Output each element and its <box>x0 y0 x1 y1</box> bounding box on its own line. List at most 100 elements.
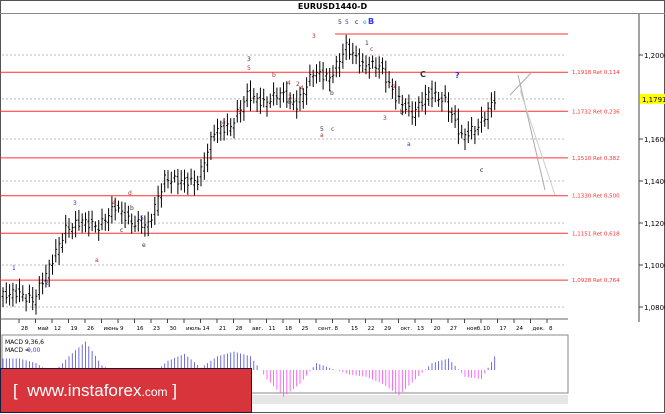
wave-label: ? <box>455 71 460 80</box>
date-tick-label: 28 <box>21 326 28 332</box>
wave-label: b <box>130 205 134 212</box>
fib-level-label: 1,1918 Ret 0,114 <box>572 70 620 76</box>
date-tick-label: 11 <box>269 326 276 332</box>
wave-label: e <box>363 19 367 26</box>
wave-label: a <box>222 119 226 126</box>
macd-value-label: MACD = <box>5 347 30 354</box>
date-tick-label: авг. <box>252 326 264 332</box>
date-tick-label: сент. <box>318 326 333 332</box>
wave-label: c <box>355 19 358 26</box>
price-tick-label: 1,1200 <box>644 220 665 228</box>
projection-line <box>519 89 556 196</box>
date-tick-label: 25 <box>302 326 309 332</box>
date-tick-label: 20 <box>434 326 441 332</box>
wave-label: d <box>128 190 132 197</box>
date-tick-label: 12 <box>54 326 61 332</box>
wave-label: 4 <box>287 80 291 87</box>
projection-line <box>517 74 546 191</box>
date-tick-label: нояб. <box>467 326 483 332</box>
wave-label: 5 <box>140 215 144 222</box>
wave-label: 2 <box>296 81 300 88</box>
wave-label: c <box>331 126 334 133</box>
date-tick-label: 19 <box>71 326 78 332</box>
fib-level-label: 1,1510 Ret 0,382 <box>572 156 620 162</box>
date-tick-label: 26 <box>87 326 94 332</box>
wave-label: 4 <box>300 85 304 92</box>
wave-label: a <box>407 141 411 148</box>
wave-label: 3 <box>73 200 77 207</box>
date-tick-label: 24 <box>516 326 523 332</box>
date-tick-label: 9 <box>120 326 124 332</box>
date-tick-label: май <box>38 325 50 332</box>
date-tick-label: 8 <box>335 326 339 332</box>
price-tick-label: 1,1600 <box>644 136 665 144</box>
date-tick-label: окт. <box>401 326 413 332</box>
date-tick-label: июнь <box>104 326 119 332</box>
macd-title: MACD 9,36,6 <box>5 339 44 346</box>
instaforex-banner[interactable]: [ www.instaforex.com ] <box>0 368 252 413</box>
wave-label: 1 <box>238 107 242 114</box>
date-tick-label: 13 <box>417 326 424 332</box>
date-tick-label: 18 <box>285 326 292 332</box>
date-tick-label: 14 <box>203 326 210 332</box>
chart-title: EURUSD1440-D <box>0 0 665 14</box>
wave-label: C <box>420 70 426 79</box>
date-tick-label: 28 <box>236 326 243 332</box>
date-tick-label: 8 <box>549 326 553 332</box>
wave-label: b <box>272 72 276 79</box>
date-tick-label: июль <box>186 326 201 332</box>
date-tick-label: 17 <box>500 326 507 332</box>
price-tick-label: 1,0800 <box>644 304 665 312</box>
fib-level-label: 1,1732 Ret 0,236 <box>572 109 620 115</box>
wave-label: 5 <box>345 19 349 26</box>
banner-text: www.instaforex <box>27 381 142 400</box>
date-tick-label: 16 <box>137 326 144 332</box>
current-price-label: 1,1791 <box>642 96 665 104</box>
wave-label: b <box>288 99 292 106</box>
fib-level-label: 1,0928 Ret 0,764 <box>572 278 620 284</box>
fib-level-label: 1,1151 Ret 0,618 <box>572 231 620 237</box>
banner-com: .com <box>141 385 168 399</box>
wave-label: c <box>370 46 373 53</box>
wave-label: a <box>95 257 99 264</box>
wave-label: 1 <box>12 265 16 272</box>
wave-label: e <box>142 242 146 249</box>
fib-level-label: 1,1330 Ret 0,500 <box>572 194 620 200</box>
wave-label: 3 <box>312 33 316 40</box>
wave-label: 5 <box>247 65 251 72</box>
wave-label: 1 <box>365 40 369 47</box>
wave-label: 2 <box>45 280 49 287</box>
wave-label: b <box>400 109 404 116</box>
bracket-close: ] <box>172 381 177 400</box>
date-tick-label: 10 <box>483 326 490 332</box>
date-tick-label: 23 <box>153 326 160 332</box>
date-tick-label: дек. <box>533 326 546 332</box>
date-tick-label: 22 <box>368 326 375 332</box>
wave-label: 3 <box>247 56 251 63</box>
price-tick-label: 1,1400 <box>644 178 665 186</box>
macd-value: 0,00 <box>27 347 41 354</box>
date-tick-label: 27 <box>450 326 457 332</box>
projection-line <box>509 71 533 96</box>
wave-label: a <box>320 132 324 139</box>
wave-label: c <box>480 167 483 174</box>
current-price-badge <box>640 93 665 104</box>
scroll-strip <box>252 395 568 404</box>
wave-label: 2 <box>288 94 292 101</box>
price-tick-label: 1,2000 <box>644 52 665 60</box>
wave-label: b <box>330 90 334 97</box>
wave-label: 4 <box>112 200 116 207</box>
wave-label: b <box>392 83 396 90</box>
wave-label: c <box>120 227 123 234</box>
date-tick-label: 21 <box>219 326 226 332</box>
wave-label: 5 <box>338 19 342 26</box>
wave-label: 5 <box>320 126 324 133</box>
date-tick-label: 15 <box>351 326 358 332</box>
bracket-open: [ <box>13 381 18 400</box>
date-tick-label: 30 <box>170 326 177 332</box>
wave-label: 3 <box>383 115 387 122</box>
price-tick-label: 1,1000 <box>644 262 665 270</box>
wave-label: B <box>368 17 374 26</box>
date-tick-label: 29 <box>384 326 391 332</box>
